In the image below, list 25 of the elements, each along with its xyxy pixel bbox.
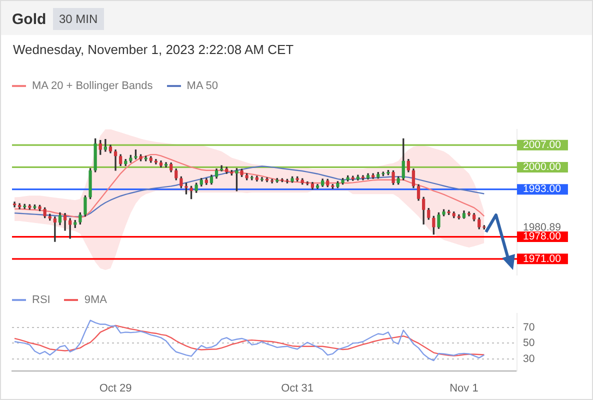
candlestick: [270, 178, 274, 184]
legend-label: MA 50: [186, 80, 218, 92]
x-tick-label: Oct 31: [281, 382, 314, 394]
legend-label: 9MA: [83, 294, 107, 306]
x-tick-label: Oct 29: [99, 382, 132, 394]
text: 30 MIN: [53, 8, 104, 30]
candlestick: [12, 202, 16, 208]
y-tick-label: 2000.00: [523, 161, 562, 174]
candlestick: [260, 177, 264, 182]
y-tick-label: 1971.00: [523, 252, 562, 265]
legend-label: RSI: [31, 294, 50, 306]
y-tick-label: 1993.00: [523, 183, 562, 196]
candlestick: [68, 218, 72, 239]
chart-subtitle: Wednesday, November 1, 2023 2:22:08 AM CET: [13, 42, 294, 57]
y-tick-label: 2007.00: [523, 138, 562, 151]
candlestick: [220, 165, 224, 172]
chart-title: Gold: [12, 11, 46, 28]
x-tick-label: Nov 1: [450, 382, 478, 394]
y-tick-label: 1978.00: [523, 230, 562, 243]
y-tick-label: 70: [523, 321, 535, 334]
y-tick-label: 30: [523, 352, 535, 365]
candlestick: [114, 149, 118, 171]
candlestick: [53, 216, 56, 242]
y-tick-label: 50: [523, 337, 535, 350]
legend-label: MA 20 + Bollinger Bands: [31, 80, 153, 92]
